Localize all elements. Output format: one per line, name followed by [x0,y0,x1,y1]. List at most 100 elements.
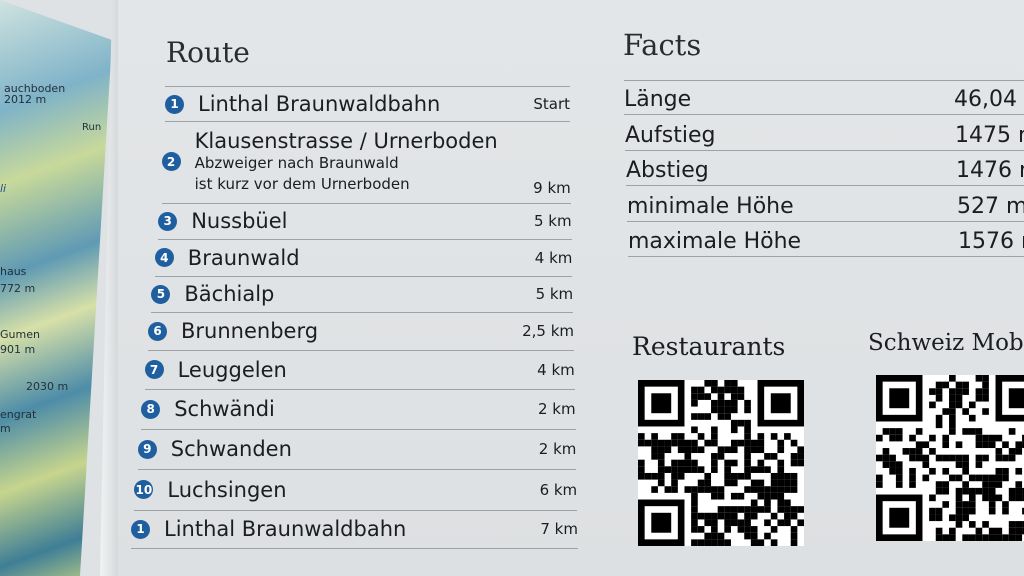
qr-module [757,539,765,546]
qr-module [790,439,798,447]
qr-module [691,539,698,546]
qr-module [1002,501,1009,508]
map-label: Gumen [0,328,40,341]
qr-module [724,526,731,533]
qr-module [730,492,738,500]
route-stop-name: Bächialp [184,282,275,306]
route-item: 1 Linthal Braunwaldbahn 7 km [131,510,578,549]
route-item: 2 Klausenstrasse / Urnerboden Abzweiger n… [161,120,571,204]
qr-module [935,481,943,488]
fact-value: 1476 m [956,158,1024,183]
qr-module [644,439,652,447]
qr-module [975,527,983,535]
qr-module [671,439,678,447]
qr-module [968,534,976,541]
qr-module [737,526,745,533]
map-image: auchboden 2012 m Run li haus 772 m Gumen… [0,0,112,576]
qr-module [697,486,705,493]
qr-module [757,506,765,513]
route-stop-name: Schwändi [174,397,275,421]
qr-module [784,519,791,527]
qr-module [962,388,969,395]
qr-module [724,539,731,546]
fact-row: minimale Höhe 527 m [627,187,1024,222]
qr-module [651,446,658,454]
fact-value: 1576 m [958,229,1024,254]
qr-module [949,414,956,422]
qr-module [949,408,956,415]
qr-module [909,434,916,442]
qr-module [651,472,658,480]
qr-module [704,439,712,447]
qr-module [935,507,943,515]
qr-module [744,466,751,473]
qr-module [988,534,996,541]
qr-module [975,428,983,435]
qr-module [750,446,758,454]
qr-module [995,481,1003,488]
qr-module [744,486,751,493]
qr-module [988,434,996,442]
qr-module [717,506,725,513]
qr-module [777,439,785,447]
qr-module [744,426,751,434]
qr-module [962,381,969,389]
qr-module [770,526,778,533]
qr-module [717,486,725,493]
fact-label: maximale Höhe [628,229,802,254]
route-item: 10 Luchsingen 6 km [134,469,578,511]
qr-module [744,419,751,427]
qr-module [929,467,936,475]
qr-module [784,472,791,480]
qr-module [717,539,725,546]
qr-module [935,534,943,541]
qr-module [691,492,698,500]
qr-module [677,466,685,473]
qr-module [1015,467,1023,475]
qr-module [724,519,731,527]
qr-module [955,454,963,462]
qr-module [1008,487,1016,495]
qr-module [1015,494,1023,502]
qr-module [942,534,950,541]
route-distance: 4 km [537,360,575,379]
qr-module [711,459,718,467]
qr-module [949,514,956,522]
qr-module [1015,527,1023,535]
qr-module [737,393,745,400]
step-number-badge: 3 [158,211,178,231]
qr-module [704,519,712,527]
qr-module [982,474,989,482]
qr-module [895,434,903,442]
qr-module [691,466,698,473]
qr-module [657,439,665,447]
qr-module [744,519,751,527]
qr-module [757,459,765,467]
qr-module [942,487,950,495]
map-label: 772 m [0,282,36,295]
qr-module [988,481,996,488]
qr-code-restaurants[interactable] [637,380,805,546]
qr-module [1022,434,1024,442]
qr-module [1015,487,1023,495]
qr-module [757,466,765,473]
qr-module [790,532,798,540]
fact-row: maximale Höhe 1576 m [628,222,1024,257]
route-stop-name: Linthal Braunwaldbahn [164,517,407,541]
route-item: 8 Schwändi 2 km [141,389,576,430]
qr-module [744,472,751,480]
qr-module [657,466,665,473]
qr-module [1015,534,1023,541]
qr-module [889,428,896,435]
fact-value: 1475 m [955,122,1024,148]
qr-module [1022,494,1024,502]
step-number-badge: 10 [134,480,154,499]
qr-module [935,514,943,522]
qr-code-schweiz-mobil[interactable] [875,375,1024,541]
qr-module [770,433,778,440]
qr-module [677,439,685,447]
qr-module [730,386,738,394]
qr-module [922,474,930,482]
qr-module [949,534,956,541]
qr-module [784,433,791,440]
